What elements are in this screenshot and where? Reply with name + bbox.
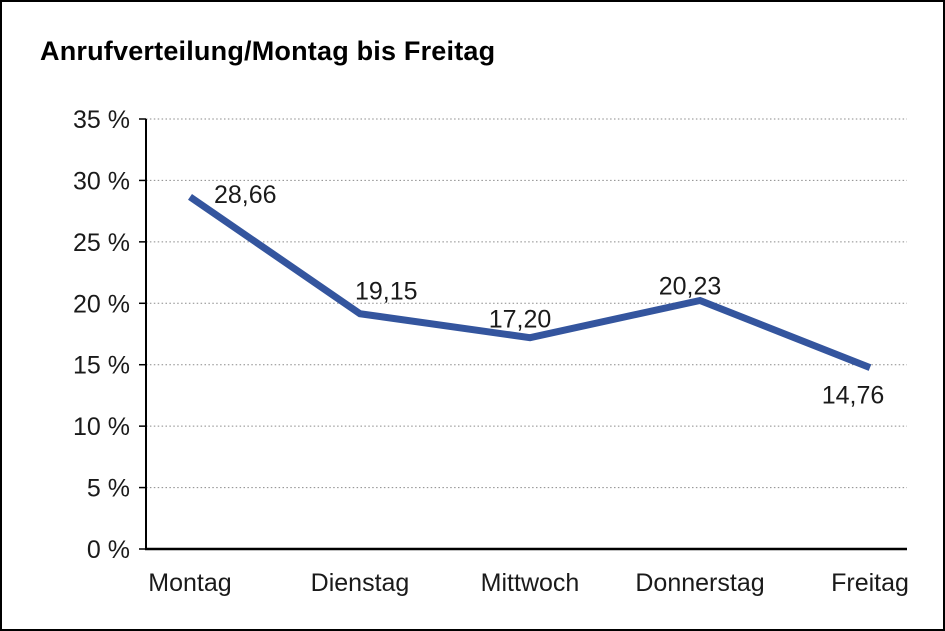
data-line bbox=[188, 194, 872, 371]
data-point-label: 28,66 bbox=[214, 181, 277, 209]
y-tick-label: 15 % bbox=[73, 352, 130, 380]
x-category-label: Freitag bbox=[831, 569, 909, 597]
y-tick-label: 30 % bbox=[73, 167, 130, 195]
data-point-label: 20,23 bbox=[659, 272, 722, 300]
x-category-label: Donnerstag bbox=[635, 569, 764, 597]
y-tick-label: 5 % bbox=[87, 475, 130, 503]
y-tick-label: 0 % bbox=[87, 536, 130, 564]
x-category-label: Montag bbox=[148, 569, 231, 597]
x-category-label: Mittwoch bbox=[481, 569, 580, 597]
y-tick-label: 10 % bbox=[73, 413, 130, 441]
y-tick-label: 35 % bbox=[73, 106, 130, 134]
data-point-label: 14,76 bbox=[822, 382, 885, 410]
data-point-label: 17,20 bbox=[489, 306, 552, 334]
y-tick-label: 20 % bbox=[73, 290, 130, 318]
chart-title: Anrufverteilung/Montag bis Freitag bbox=[40, 36, 496, 66]
x-category-label: Dienstag bbox=[311, 569, 410, 597]
y-tick-label: 25 % bbox=[73, 229, 130, 257]
data-point-label: 19,15 bbox=[355, 278, 418, 306]
